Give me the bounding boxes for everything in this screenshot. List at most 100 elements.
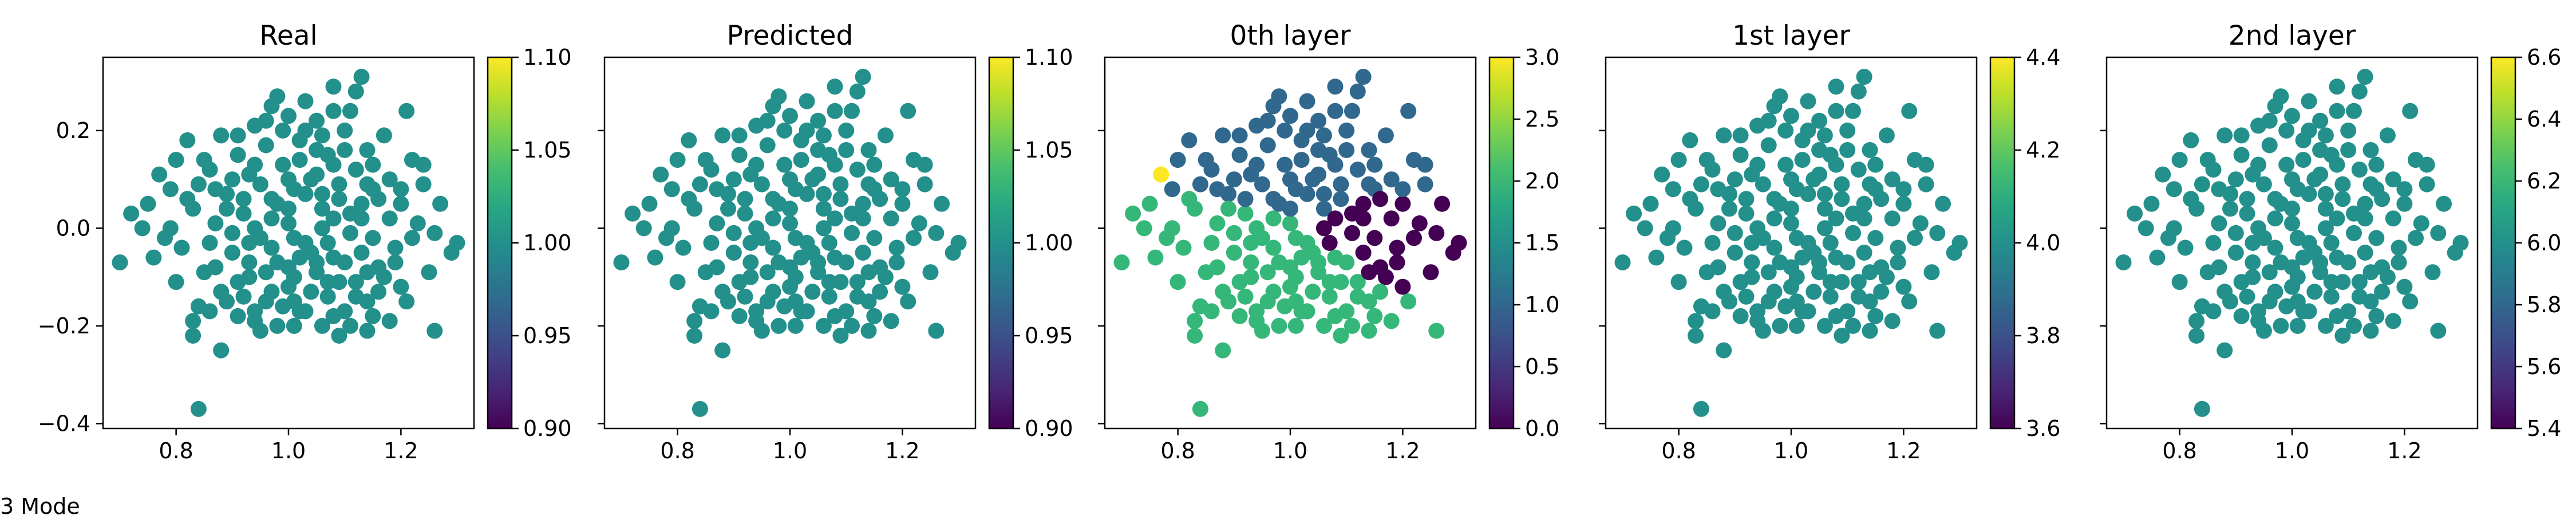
point-4-163	[2261, 112, 2278, 129]
point-2-164	[1287, 293, 1304, 310]
point-1-53	[647, 249, 663, 266]
point-0-38	[235, 205, 252, 222]
point-3-9	[1878, 127, 1895, 144]
point-1-21	[849, 162, 866, 178]
point-1-75	[771, 317, 787, 334]
point-2-76	[1315, 317, 1332, 334]
point-0-160	[230, 127, 246, 144]
colorbar-tick-label-4-2: 5.8	[2527, 292, 2561, 317]
point-0-49	[387, 239, 404, 256]
point-3-55	[1614, 254, 1631, 271]
point-0-169	[314, 186, 330, 202]
point-0-113	[365, 308, 381, 324]
point-4-3	[2402, 103, 2419, 119]
point-2-138	[1338, 142, 1355, 158]
point-3-2	[1856, 69, 1872, 85]
point-4-34	[2436, 195, 2452, 212]
point-3-119	[1822, 235, 1839, 251]
point-1-124	[737, 191, 753, 207]
point-4-155	[2430, 225, 2447, 241]
point-4-134	[2391, 254, 2407, 271]
point-2-87	[1315, 127, 1332, 144]
point-1-112	[787, 317, 804, 334]
point-0-19	[275, 156, 291, 173]
point-0-146	[297, 303, 314, 320]
scatter-panel-2: 0th layer 0.8 1.0 1.2 0.0 0.5 1.0 1.5 2.0 2.5 3.0	[1098, 20, 1559, 463]
point-0-37	[123, 205, 140, 222]
point-4-85	[2301, 93, 2317, 109]
point-0-3	[398, 103, 415, 119]
point-1-119	[821, 235, 837, 251]
point-1-148	[844, 317, 860, 334]
point-3-100	[1867, 230, 1884, 246]
panel-title-1: Predicted	[727, 20, 854, 52]
point-0-40	[207, 215, 224, 231]
point-3-158	[1721, 293, 1737, 310]
point-1-130	[793, 249, 809, 266]
point-2-95	[1383, 210, 1400, 227]
point-3-10	[1682, 132, 1698, 148]
point-2-129	[1333, 274, 1349, 290]
point-0-102	[337, 254, 353, 271]
point-0-163	[258, 112, 274, 129]
point-2-21	[1349, 162, 1366, 178]
point-2-142	[1159, 230, 1175, 246]
point-3-110	[1828, 308, 1844, 324]
point-3-131	[1732, 274, 1749, 290]
point-2-148	[1344, 317, 1360, 334]
point-4-86	[2346, 103, 2362, 119]
point-2-143	[1406, 230, 1422, 246]
point-2-36	[1315, 200, 1332, 217]
point-1-101	[742, 254, 759, 271]
point-3-41	[1783, 215, 1799, 231]
colorbar-tick-label-0-4: 1.10	[523, 45, 572, 70]
point-0-145	[398, 293, 415, 310]
point-3-154	[1665, 181, 1681, 198]
point-3-18	[1918, 156, 1934, 173]
point-3-130	[1794, 249, 1811, 266]
point-0-66	[319, 288, 336, 305]
point-1-163	[759, 112, 776, 129]
point-3-79	[1688, 328, 1704, 344]
point-4-129	[2334, 274, 2351, 290]
point-0-114	[297, 186, 314, 202]
point-4-21	[2351, 162, 2368, 178]
point-1-145	[900, 293, 916, 310]
colorbar-tick-label-2-2: 1.0	[1525, 292, 1559, 317]
point-3-113	[1867, 308, 1884, 324]
point-3-33	[1895, 195, 1912, 212]
point-0-25	[381, 171, 398, 188]
point-1-79	[686, 328, 703, 344]
point-1-48	[675, 239, 692, 256]
point-0-18	[415, 156, 432, 173]
point-3-97	[1816, 220, 1833, 237]
point-2-92	[1293, 152, 1310, 168]
point-4-126	[2284, 200, 2300, 217]
point-1-104	[709, 259, 725, 276]
point-0-94	[353, 195, 370, 212]
point-1-95	[883, 210, 899, 227]
point-1-125	[872, 191, 888, 207]
point-4-148	[2346, 317, 2362, 334]
point-1-140	[697, 152, 714, 168]
point-0-153	[415, 176, 432, 192]
colorbar-tick-label-3-4: 4.4	[2026, 45, 2060, 70]
point-4-128	[2261, 264, 2278, 281]
colorbar-tick-label-1-3: 1.05	[1025, 137, 1073, 163]
point-4-119	[2323, 235, 2340, 251]
point-2-130	[1293, 249, 1310, 266]
point-3-105	[1878, 269, 1895, 285]
point-2-156	[1136, 220, 1152, 237]
point-4-117	[2250, 220, 2267, 237]
point-1-76	[815, 317, 832, 334]
y-tick-label-0-0: −0.4	[38, 411, 90, 436]
point-3-8	[1716, 127, 1732, 144]
point-2-160	[1231, 127, 1248, 144]
point-1-31	[832, 191, 849, 207]
point-4-106	[2239, 288, 2255, 305]
point-2-127	[1310, 254, 1327, 271]
point-2-96	[1226, 225, 1242, 241]
point-4-124	[2239, 191, 2255, 207]
colorbar-tick-label-2-5: 2.5	[1525, 107, 1559, 132]
point-4-31	[2334, 191, 2351, 207]
